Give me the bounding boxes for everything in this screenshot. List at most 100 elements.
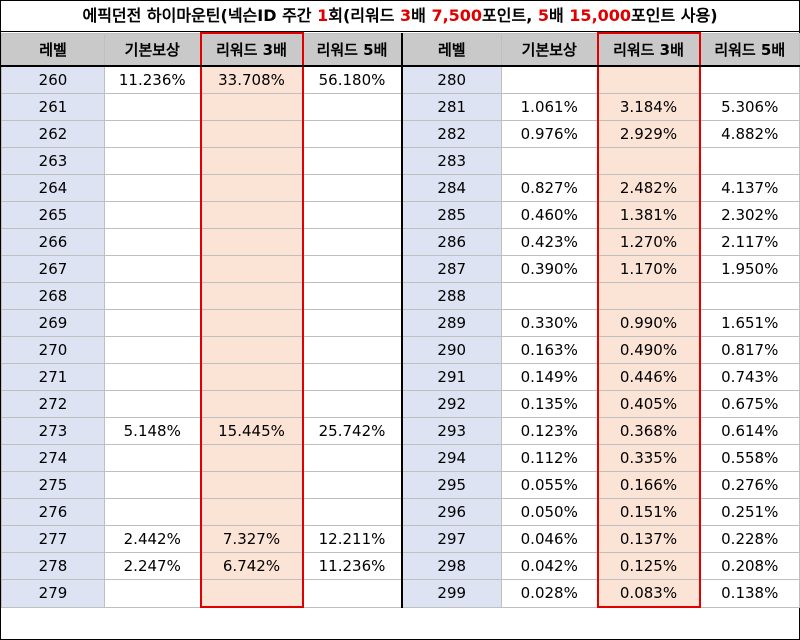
title-text: 에픽던전 하이마운틴(넥슨ID 주간: [82, 6, 318, 25]
level-cell: 270: [1, 336, 105, 364]
reward-5x-cell: 0.251%: [699, 498, 800, 526]
reward-3x-cell: 1.381%: [596, 201, 701, 229]
reward-3x-cell: 0.125%: [596, 552, 701, 580]
level-cell: 299: [401, 579, 502, 608]
level-cell: 293: [401, 417, 502, 445]
reward-3x-cell: [596, 147, 701, 175]
reward-5x-cell: [302, 444, 403, 472]
level-cell: 291: [401, 363, 502, 391]
base-reward-cell: [104, 282, 201, 310]
base-reward-cell: 2.442%: [104, 525, 201, 553]
base-reward-cell: [104, 174, 201, 202]
base-reward-cell: 0.112%: [501, 444, 598, 472]
reward-5x-cell: 0.675%: [699, 390, 800, 418]
level-cell: 261: [1, 93, 105, 121]
reward-3x-cell: [199, 390, 304, 418]
level-cell: 278: [1, 552, 105, 580]
reward-3x-cell: 0.137%: [596, 525, 701, 553]
level-cell: 280: [401, 65, 502, 94]
reward-5x-cell: [302, 498, 403, 526]
title-highlight: 1: [317, 6, 329, 25]
reward-3x-cell: [199, 471, 304, 499]
header-level: 레벨: [401, 32, 502, 67]
level-cell: 285: [401, 201, 502, 229]
title-highlight: 3: [400, 6, 412, 25]
level-cell: 281: [401, 93, 502, 121]
reward-5x-cell: [302, 336, 403, 364]
header-reward-3x: 리워드 3배: [199, 32, 304, 67]
reward-3x-cell: [199, 444, 304, 472]
level-cell: 289: [401, 309, 502, 337]
table-row: 267 287 0.390% 1.170% 1.950%: [1, 255, 800, 283]
reward-5x-cell: 12.211%: [302, 525, 403, 553]
title-text: 포인트,: [482, 6, 538, 25]
base-reward-cell: 2.247%: [104, 552, 201, 580]
table-row: 271 291 0.149% 0.446% 0.743%: [1, 363, 800, 391]
reward-5x-cell: 4.137%: [699, 174, 800, 202]
level-cell: 275: [1, 471, 105, 499]
reward-5x-cell: 0.208%: [699, 552, 800, 580]
reward-5x-cell: 0.228%: [699, 525, 800, 553]
reward-5x-cell: 5.306%: [699, 93, 800, 121]
table-row: 261 281 1.061% 3.184% 5.306%: [1, 93, 800, 121]
reward-3x-cell: [199, 498, 304, 526]
base-reward-cell: 0.046%: [501, 525, 598, 553]
reward-3x-cell: 1.270%: [596, 228, 701, 256]
base-reward-cell: 0.390%: [501, 255, 598, 283]
base-reward-cell: 0.827%: [501, 174, 598, 202]
table-row: 264 284 0.827% 2.482% 4.137%: [1, 174, 800, 202]
table-row: 276 296 0.050% 0.151% 0.251%: [1, 498, 800, 526]
reward-3x-cell: [199, 120, 304, 148]
level-cell: 260: [1, 65, 105, 94]
base-reward-cell: 0.330%: [501, 309, 598, 337]
base-reward-cell: [501, 282, 598, 310]
base-reward-cell: [104, 444, 201, 472]
base-reward-cell: [501, 65, 598, 94]
reward-3x-cell: 0.083%: [596, 579, 701, 608]
reward-3x-cell: 1.170%: [596, 255, 701, 283]
level-cell: 288: [401, 282, 502, 310]
base-reward-cell: 0.055%: [501, 471, 598, 499]
reward-5x-cell: [302, 174, 403, 202]
reward-5x-cell: [699, 147, 800, 175]
reward-3x-cell: 0.490%: [596, 336, 701, 364]
base-reward-cell: 5.148%: [104, 417, 201, 445]
reward-3x-cell: 0.151%: [596, 498, 701, 526]
table-row: 263 283: [1, 147, 800, 175]
base-reward-cell: [104, 498, 201, 526]
reward-5x-cell: [302, 255, 403, 283]
sheet-title: 에픽던전 하이마운틴(넥슨ID 주간 1회(리워드 3배 7,500포인트, 5…: [1, 1, 799, 32]
reward-3x-cell: 2.482%: [596, 174, 701, 202]
header-reward-5x: 리워드 5배: [699, 32, 800, 67]
base-reward-cell: [104, 228, 201, 256]
level-cell: 286: [401, 228, 502, 256]
level-cell: 284: [401, 174, 502, 202]
table-row: 269 289 0.330% 0.990% 1.651%: [1, 309, 800, 337]
reward-5x-cell: [302, 471, 403, 499]
reward-5x-cell: 1.651%: [699, 309, 800, 337]
base-reward-cell: 0.042%: [501, 552, 598, 580]
base-reward-cell: [104, 309, 201, 337]
reward-3x-cell: [199, 201, 304, 229]
title-highlight: 7,500: [431, 6, 483, 25]
header-base-reward: 기본보상: [501, 32, 598, 67]
header-reward-5x: 리워드 5배: [302, 32, 403, 67]
reward-3x-cell: [199, 174, 304, 202]
table-row: 273 5.148% 15.445% 25.742% 293 0.123% 0.368% 0.…: [1, 417, 800, 445]
reward-5x-cell: [302, 579, 403, 608]
header-reward-3x: 리워드 3배: [596, 32, 701, 67]
level-cell: 287: [401, 255, 502, 283]
table-row: 274 294 0.112% 0.335% 0.558%: [1, 444, 800, 472]
title-highlight: 15,000: [569, 6, 632, 25]
level-cell: 267: [1, 255, 105, 283]
reward-5x-cell: 0.817%: [699, 336, 800, 364]
reward-5x-cell: 0.558%: [699, 444, 800, 472]
reward-3x-cell: 0.166%: [596, 471, 701, 499]
level-cell: 274: [1, 444, 105, 472]
header-row: 레벨 기본보상 리워드 3배 리워드 5배 레벨 기본보상 리워드 3배 리워드…: [1, 32, 800, 67]
table-row: 262 282 0.976% 2.929% 4.882%: [1, 120, 800, 148]
base-reward-cell: 0.028%: [501, 579, 598, 608]
table-row: 260 11.236% 33.708% 56.180% 280: [1, 65, 800, 94]
reward-5x-cell: [699, 282, 800, 310]
